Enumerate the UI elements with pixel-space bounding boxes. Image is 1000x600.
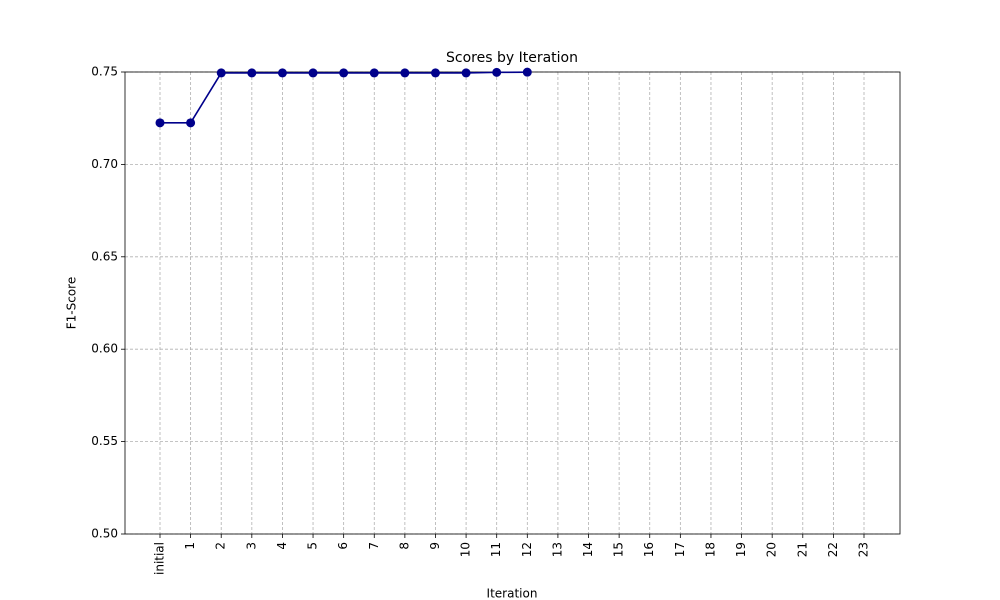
x-tick-label: initial	[153, 542, 167, 575]
data-point	[308, 68, 318, 78]
data-point	[430, 68, 440, 78]
data-point	[277, 68, 287, 78]
chart-title: Scores by Iteration	[446, 50, 578, 66]
x-tick-label: 23	[857, 542, 871, 557]
x-tick-label: 6	[336, 542, 350, 550]
data-point	[461, 68, 471, 78]
x-tick-label: 13	[550, 542, 564, 557]
plot-frame	[124, 71, 901, 535]
x-tick-label: 11	[489, 542, 503, 557]
x-tick-label: 8	[397, 542, 411, 550]
x-tick-label: 2	[214, 542, 228, 550]
y-tick-label: 0.70	[91, 157, 118, 171]
x-tick-label: 12	[520, 542, 534, 557]
y-tick-label: 0.65	[91, 249, 118, 263]
x-tick-label: 20	[765, 542, 779, 557]
y-tick-label: 0.60	[91, 342, 118, 356]
y-tick-label: 0.75	[91, 65, 118, 79]
x-tick-label: 14	[581, 542, 595, 557]
data-point	[369, 68, 379, 78]
x-tick-label: 19	[734, 542, 748, 557]
y-axis-label: F1-Score	[65, 277, 79, 329]
y-tick-label: 0.55	[91, 434, 118, 448]
data-point	[400, 68, 410, 78]
data-point	[247, 68, 257, 78]
x-tick-label: 4	[275, 542, 289, 550]
x-tick-label: 10	[459, 542, 473, 557]
x-tick-label: 21	[795, 542, 809, 557]
data-point	[186, 118, 196, 128]
data-point	[155, 118, 165, 128]
x-tick-label: 3	[244, 542, 258, 550]
x-tick-label: 7	[367, 542, 381, 550]
x-tick-label: 17	[673, 542, 687, 557]
x-axis-label: Iteration	[487, 587, 538, 600]
data-point	[522, 67, 532, 77]
x-tick-label: 9	[428, 542, 442, 550]
x-tick-label: 18	[703, 542, 717, 557]
y-tick-label: 0.50	[91, 527, 118, 541]
data-point	[339, 68, 349, 78]
x-tick-label: 15	[612, 542, 626, 557]
x-tick-label: 1	[183, 542, 197, 550]
x-tick-label: 16	[642, 542, 656, 557]
data-point	[492, 67, 502, 77]
x-tick-label: 22	[826, 542, 840, 557]
data-point	[216, 68, 226, 78]
x-tick-label: 5	[306, 542, 320, 550]
